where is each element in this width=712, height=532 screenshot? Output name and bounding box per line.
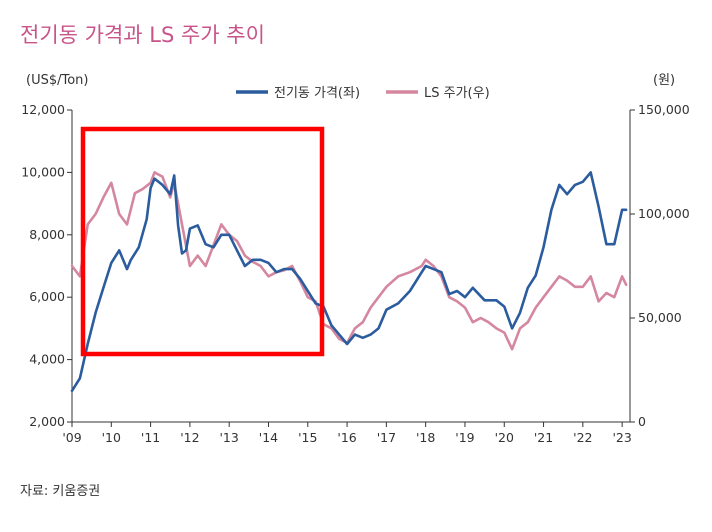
x-tick-label: '18: [416, 430, 435, 445]
y-left-tick-label: 4,000: [29, 352, 65, 367]
y-right-tick-label: 150,000: [638, 102, 690, 117]
y-left-tick-label: 6,000: [29, 289, 65, 304]
x-tick-label: '21: [534, 430, 553, 445]
ls-stock-price-line: [70, 171, 628, 351]
x-tick-label: '15: [298, 430, 317, 445]
x-tick-label: '14: [259, 430, 278, 445]
series-lines: [70, 171, 628, 393]
chart-title: 전기동 가격과 LS 주가 추이: [20, 23, 265, 47]
y-left-tick-label: 2,000: [29, 414, 65, 429]
x-tick-label: '17: [377, 430, 396, 445]
x-tick-label: '19: [455, 430, 474, 445]
y-left-tick-label: 8,000: [29, 227, 65, 242]
left-axis-unit: (US$/Ton): [26, 73, 89, 88]
x-tick-label: '13: [220, 430, 239, 445]
y-right-tick-label: 100,000: [638, 206, 690, 221]
x-tick-label: '22: [573, 430, 592, 445]
y-right-tick-label: 0: [638, 414, 646, 429]
x-tick-label: '09: [62, 430, 81, 445]
y-right-tick-label: 50,000: [638, 310, 682, 325]
right-axis-unit: (원): [653, 73, 675, 88]
y-left-tick-label: 12,000: [21, 102, 65, 117]
x-tick-label: '12: [180, 430, 199, 445]
copper-price-line: [70, 171, 628, 393]
legend-label-copper: 전기동 가격(좌): [274, 86, 360, 101]
axes: [67, 109, 635, 427]
y-left-tick-label: 10,000: [21, 164, 65, 179]
x-tick-label: '11: [141, 430, 160, 445]
legend: 전기동 가격(좌) LS 주가(우): [236, 86, 490, 101]
x-tick-label: '10: [102, 430, 121, 445]
highlight-box: [80, 126, 325, 357]
legend-label-ls: LS 주가(우): [424, 86, 490, 101]
x-tick-label: '23: [612, 430, 631, 445]
tick-labels: 2,000 4,000 6,000 8,000 10,000 12,000 0 50,000 1…: [21, 102, 689, 445]
x-tick-label: '20: [495, 430, 514, 445]
x-tick-label: '16: [337, 430, 356, 445]
source-note: 자료: 키움증권: [20, 484, 100, 499]
